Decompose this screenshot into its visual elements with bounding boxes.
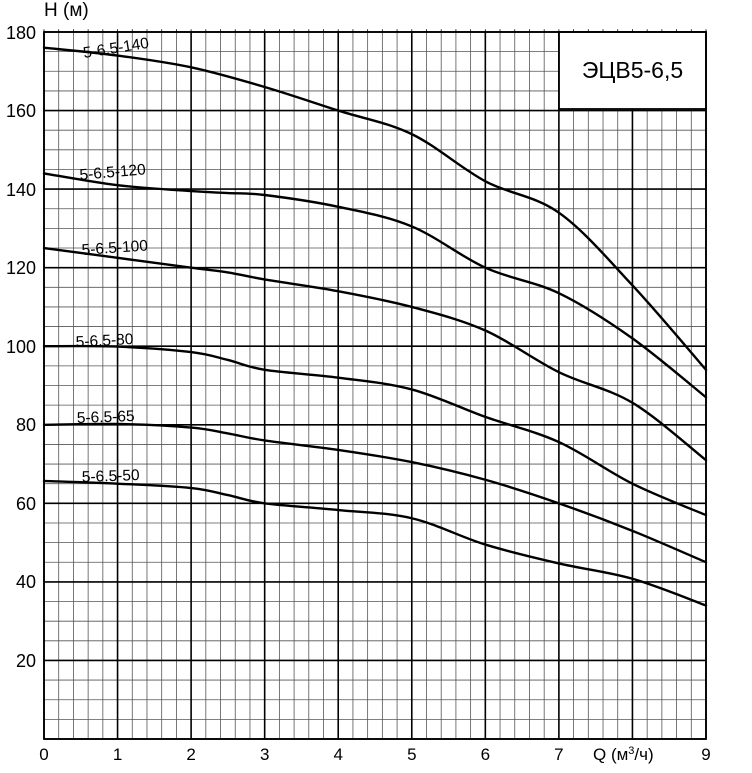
svg-text:5-6.5-50: 5-6.5-50 xyxy=(82,467,141,486)
svg-text:ЭЦВ5-6,5: ЭЦВ5-6,5 xyxy=(582,57,683,83)
svg-text:1: 1 xyxy=(113,745,122,764)
svg-text:0: 0 xyxy=(39,745,48,764)
svg-text:9: 9 xyxy=(701,745,710,764)
svg-text:120: 120 xyxy=(6,258,36,278)
svg-text:Q (м3/ч): Q (м3/ч) xyxy=(593,745,654,764)
svg-text:180: 180 xyxy=(6,23,36,43)
svg-text:140: 140 xyxy=(6,180,36,200)
svg-text:5: 5 xyxy=(407,745,416,764)
svg-text:2: 2 xyxy=(186,745,195,764)
svg-text:H (м): H (м) xyxy=(44,0,89,21)
svg-text:7: 7 xyxy=(554,745,563,764)
svg-text:6: 6 xyxy=(481,745,490,764)
svg-text:60: 60 xyxy=(16,494,36,514)
svg-text:3: 3 xyxy=(260,745,269,764)
svg-text:40: 40 xyxy=(16,572,36,592)
svg-text:100: 100 xyxy=(6,337,36,357)
svg-text:4: 4 xyxy=(333,745,342,764)
svg-text:5-6.5-65: 5-6.5-65 xyxy=(77,408,135,427)
svg-text:160: 160 xyxy=(6,101,36,121)
svg-text:5-6.5-80: 5-6.5-80 xyxy=(75,331,134,351)
svg-text:80: 80 xyxy=(16,415,36,435)
svg-text:20: 20 xyxy=(16,651,36,671)
